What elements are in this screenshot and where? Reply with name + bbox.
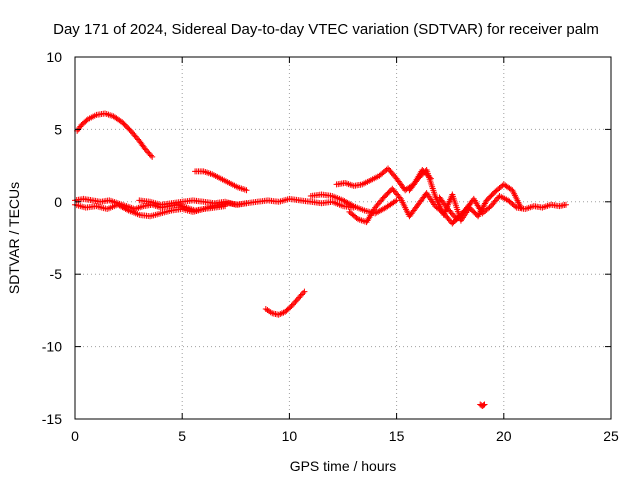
data-point bbox=[147, 152, 154, 159]
data-point bbox=[144, 148, 151, 155]
data-point bbox=[296, 294, 303, 301]
y-tick-label: 5 bbox=[54, 121, 62, 137]
data-point bbox=[145, 149, 152, 156]
data-point bbox=[294, 295, 301, 302]
grid-lines bbox=[75, 57, 611, 419]
series-arc-early-peak bbox=[74, 110, 156, 160]
data-point bbox=[353, 214, 360, 221]
series-arc-mid-plateau bbox=[192, 168, 250, 194]
data-point bbox=[481, 401, 488, 408]
data-point bbox=[300, 290, 307, 297]
y-tick-label: -10 bbox=[42, 339, 62, 355]
chart-title: Day 171 of 2024, Sidereal Day-to-day VTE… bbox=[53, 21, 599, 38]
series-arc-baseline-c bbox=[136, 195, 357, 211]
plot-frame bbox=[74, 56, 612, 420]
data-point bbox=[289, 301, 296, 308]
y-tick-label: -15 bbox=[42, 411, 62, 427]
data-point bbox=[301, 288, 308, 295]
data-point bbox=[292, 298, 299, 305]
y-tick-label: -5 bbox=[50, 266, 63, 282]
series-arc-midday-wiggle bbox=[307, 191, 400, 217]
y-tick-label: 10 bbox=[46, 49, 62, 65]
data-point bbox=[142, 146, 149, 153]
x-tick-label: 25 bbox=[603, 428, 619, 444]
series-arc-baseline-b bbox=[72, 201, 229, 220]
series-arc-late-noisy bbox=[406, 166, 524, 224]
data-point bbox=[480, 402, 487, 409]
data-point bbox=[396, 194, 403, 201]
axis-ticks: 0 5 10 15 20 25 -15 -10 -5 0 5 10 bbox=[42, 49, 619, 444]
series-arc-low-dip bbox=[262, 288, 308, 318]
x-tick-label: 10 bbox=[282, 428, 298, 444]
data-point bbox=[393, 197, 400, 204]
x-axis-label: GPS time / hours bbox=[290, 458, 397, 474]
data-point bbox=[149, 153, 156, 160]
data-point bbox=[293, 297, 300, 304]
data-point bbox=[562, 201, 569, 208]
data-point bbox=[298, 291, 305, 298]
x-tick-label: 20 bbox=[496, 428, 512, 444]
x-tick-label: 0 bbox=[71, 428, 79, 444]
data-point bbox=[83, 117, 90, 124]
series-arc-outlier bbox=[477, 401, 488, 409]
data-point bbox=[287, 304, 294, 311]
data-point bbox=[288, 303, 295, 310]
data-point bbox=[486, 204, 493, 211]
data-point bbox=[512, 203, 519, 210]
x-tick-label: 15 bbox=[389, 428, 405, 444]
y-tick-label: 0 bbox=[54, 194, 62, 210]
y-axis-label: SDTVAR / TECUs bbox=[6, 182, 22, 294]
data-series bbox=[72, 110, 569, 409]
data-point bbox=[243, 187, 250, 194]
series-arc-noisy-b bbox=[346, 185, 473, 227]
data-point bbox=[146, 151, 153, 158]
x-tick-label: 5 bbox=[178, 428, 186, 444]
series-arc-late-tail bbox=[436, 193, 569, 223]
data-point bbox=[297, 292, 304, 299]
data-point bbox=[291, 300, 298, 307]
